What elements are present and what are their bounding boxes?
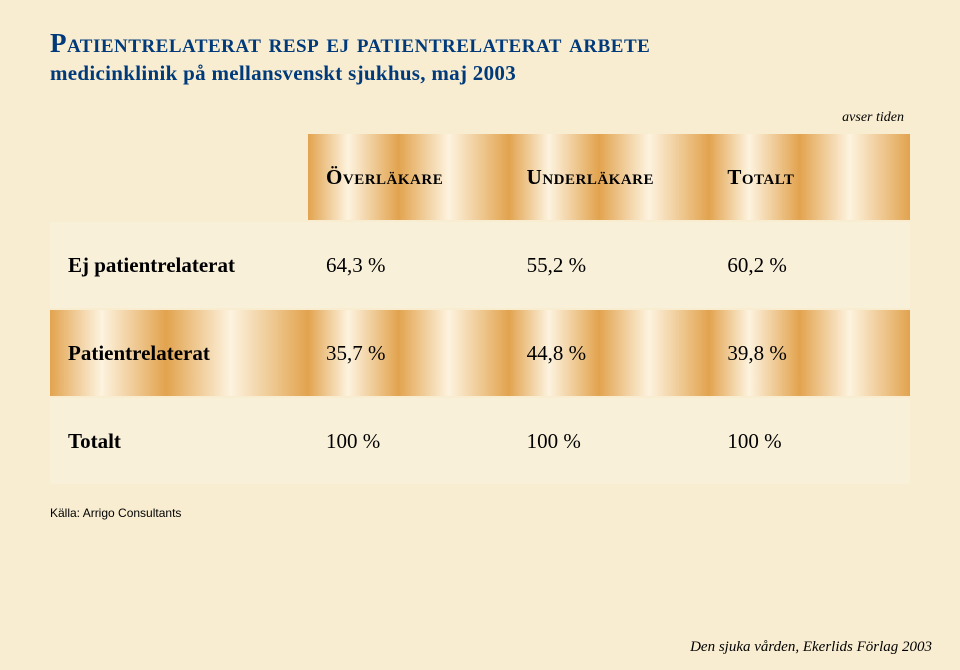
table-row: Totalt 100 % 100 % 100 % [50, 398, 910, 484]
data-table: Överläkare Underläkare Totalt Ej patient… [50, 132, 910, 486]
page-title: Patientrelaterat resp ej patientrelatera… [50, 28, 910, 59]
cell-value: 60,2 % [709, 222, 910, 308]
row-label: Ej patientrelaterat [50, 222, 308, 308]
page-subtitle: medicinklinik på mellansvenskt sjukhus, … [50, 61, 910, 86]
cell-value: 55,2 % [509, 222, 710, 308]
header-empty [50, 134, 308, 220]
cell-value: 64,3 % [308, 222, 509, 308]
row-label: Totalt [50, 398, 308, 484]
cell-value: 100 % [308, 398, 509, 484]
footer-credit: Den sjuka vården, Ekerlids Förlag 2003 [690, 639, 932, 656]
scope-note: avser tiden [50, 110, 904, 126]
row-label: Patientrelaterat [50, 310, 308, 396]
cell-value: 44,8 % [509, 310, 710, 396]
header-col-2: Underläkare [509, 134, 710, 220]
header-col-3: Totalt [709, 134, 910, 220]
cell-value: 100 % [709, 398, 910, 484]
header-col-1: Överläkare [308, 134, 509, 220]
cell-value: 35,7 % [308, 310, 509, 396]
table-row: Patientrelaterat 35,7 % 44,8 % 39,8 % [50, 310, 910, 396]
cell-value: 100 % [509, 398, 710, 484]
source-credit: Källa: Arrigo Consultants [50, 506, 910, 520]
table-header-row: Överläkare Underläkare Totalt [50, 134, 910, 220]
cell-value: 39,8 % [709, 310, 910, 396]
table-row: Ej patientrelaterat 64,3 % 55,2 % 60,2 % [50, 222, 910, 308]
